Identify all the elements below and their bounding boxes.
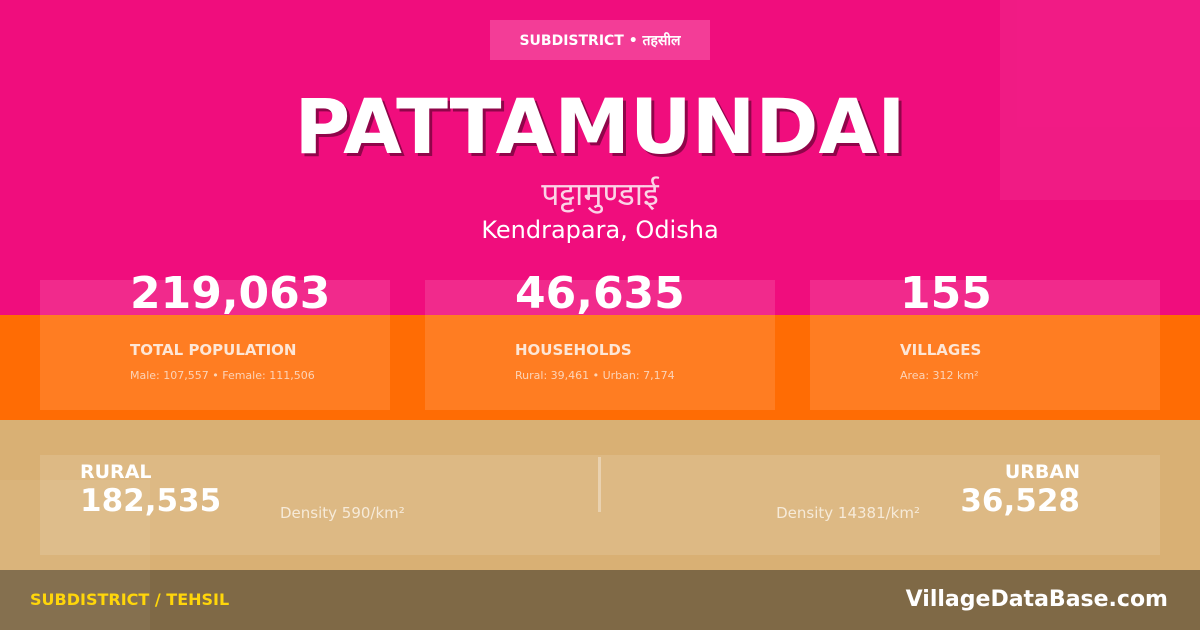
stat-sub: Area: 312 km² bbox=[900, 369, 979, 382]
decorative-square bbox=[1000, 0, 1200, 200]
rural-label: RURAL bbox=[80, 461, 152, 483]
footer-band bbox=[0, 570, 1200, 630]
stat-card-villages: 155 VILLAGES Area: 312 km² bbox=[810, 268, 1160, 410]
stat-value: 46,635 bbox=[515, 268, 685, 319]
rural-urban-panel: RURAL 182,535 Density 590/km² URBAN 36,5… bbox=[40, 455, 1160, 555]
urban-density: Density 14381/km² bbox=[776, 504, 920, 522]
stats-band bbox=[0, 315, 1200, 420]
split-band bbox=[0, 420, 1200, 570]
stat-sub: Male: 107,557 • Female: 111,506 bbox=[130, 369, 315, 382]
decorative-square bbox=[0, 480, 150, 630]
divider bbox=[598, 457, 601, 512]
urban-label: URBAN bbox=[1004, 461, 1080, 483]
stat-value: 155 bbox=[900, 268, 992, 319]
stat-value: 219,063 bbox=[130, 268, 331, 319]
rural-value: 182,535 bbox=[80, 483, 222, 519]
stat-label: HOUSEHOLDS bbox=[515, 341, 632, 359]
stat-card-households: 46,635 HOUSEHOLDS Rural: 39,461 • Urban:… bbox=[425, 268, 775, 410]
header-band bbox=[0, 0, 1200, 315]
stat-label: TOTAL POPULATION bbox=[130, 341, 297, 359]
rural-density: Density 590/km² bbox=[280, 504, 405, 522]
site-brand: VillageDataBase.com bbox=[905, 587, 1168, 612]
page-title: PATTAMUNDAI bbox=[294, 82, 906, 171]
location: Kendrapara, Odisha bbox=[481, 216, 719, 244]
footer-category: SUBDISTRICT / TEHSIL bbox=[30, 590, 230, 609]
stat-label: VILLAGES bbox=[900, 341, 982, 359]
urban-value: 36,528 bbox=[960, 483, 1080, 519]
stat-card-population: 219,063 TOTAL POPULATION Male: 107,557 •… bbox=[40, 268, 390, 410]
title-hindi: पट्टामुण्डाई bbox=[541, 175, 659, 213]
stat-sub: Rural: 39,461 • Urban: 7,174 bbox=[515, 369, 675, 382]
type-badge: SUBDISTRICT • तहसील bbox=[490, 20, 710, 60]
